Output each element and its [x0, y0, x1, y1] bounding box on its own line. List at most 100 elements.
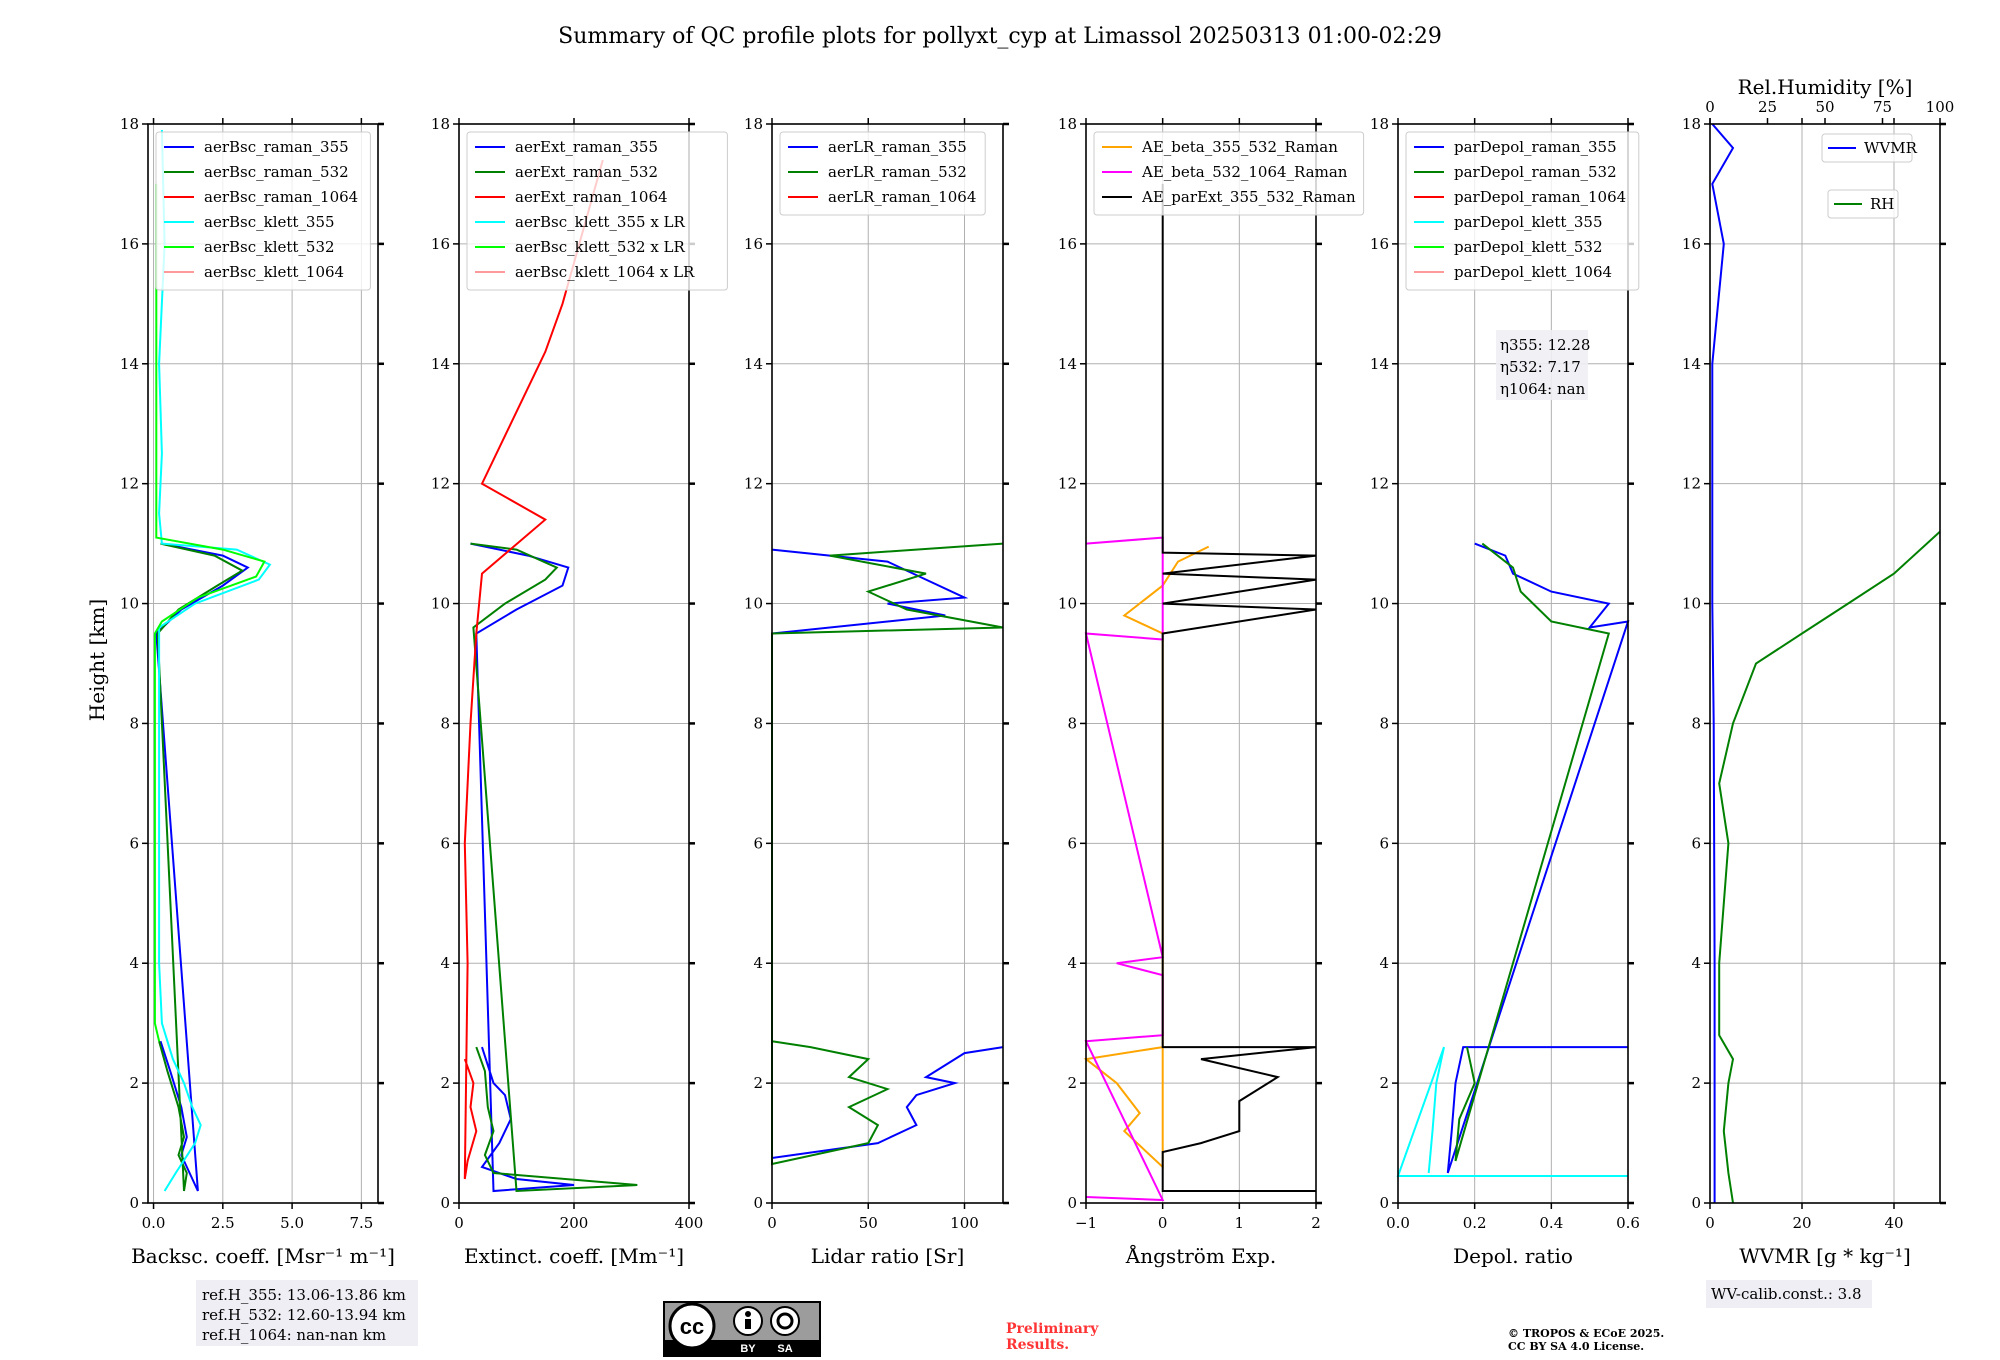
legend-box — [155, 131, 371, 291]
legend-label: aerBsc_klett_1064 x LR — [515, 263, 695, 281]
y-tick-label: 2 — [1067, 1074, 1077, 1092]
legend-label: aerBsc_klett_532 — [204, 238, 335, 256]
legend-label: AE_beta_532_1064_Raman — [1141, 163, 1348, 181]
legend-box — [1405, 131, 1640, 291]
y-tick-label: 4 — [1691, 954, 1701, 972]
legend-entry: WVMR — [1821, 133, 1918, 163]
legend-label: AE_beta_355_532_Raman — [1141, 138, 1338, 156]
plot-area — [1086, 124, 1316, 1203]
series-WVMR — [1711, 123, 1735, 1203]
series-parDepol_klett_355 — [1396, 1046, 1628, 1177]
legend-entry: RH — [1827, 189, 1899, 219]
preliminary-line1: Preliminary — [1006, 1321, 1099, 1337]
y-tick-label: 12 — [1370, 475, 1389, 493]
x-tick-label: 0 — [1158, 1214, 1168, 1232]
y-tick-label: 14 — [1370, 355, 1389, 373]
x-axis-label: WVMR [g * kg⁻¹] — [1739, 1244, 1911, 1268]
eta-value: η1064: nan — [1500, 380, 1586, 398]
y-tick-label: 8 — [753, 714, 763, 732]
y-tick-label: 12 — [744, 475, 763, 493]
y-tick-label: 14 — [120, 355, 139, 373]
series-aerLR_raman_532 — [771, 542, 1004, 1166]
x-axis-label: Ångström Exp. — [1125, 1243, 1276, 1268]
x-tick-label: 7.5 — [349, 1214, 373, 1232]
x-tick-label: 1 — [1235, 1214, 1245, 1232]
legend-label: parDepol_klett_532 — [1454, 238, 1603, 256]
plot-area — [1398, 124, 1628, 1203]
y-tick-label: 6 — [753, 834, 763, 852]
legend: AE_beta_355_532_Raman AE_beta_532_1064_Ra… — [1093, 131, 1365, 216]
y-tick-label: 10 — [1370, 595, 1389, 613]
y-tick-label: 14 — [1058, 355, 1077, 373]
y-tick-label: 14 — [744, 355, 763, 373]
legend-label: parDepol_klett_1064 — [1454, 263, 1612, 281]
x-tick-label: 0.4 — [1539, 1214, 1563, 1232]
eta-value: η532: 7.17 — [1500, 358, 1581, 376]
y-tick-label: 18 — [431, 115, 450, 133]
panel-bsc: 0 2 4 6 8 10 12 14 16 18 0.0 2.5 5.0 7.5 Backsc. coeff… — [120, 115, 395, 1268]
y-tick-label: 2 — [129, 1074, 139, 1092]
eta-value: η355: 12.28 — [1500, 336, 1590, 354]
plot-area — [772, 124, 1003, 1203]
legend-label: parDepol_raman_1064 — [1454, 188, 1626, 206]
y-tick-label: 4 — [440, 954, 450, 972]
x-tick-label: 0 — [1705, 1214, 1715, 1232]
x-tick-label: 0.0 — [1386, 1214, 1410, 1232]
legend-label: aerLR_raman_1064 — [828, 188, 976, 206]
legend: aerBsc_raman_355 aerBsc_raman_532 aerBsc_r… — [155, 131, 371, 291]
x-tick-label: 40 — [1884, 1214, 1903, 1232]
legend-label: AE_parExt_355_532_Raman — [1141, 188, 1356, 206]
axes-frame — [771, 123, 1004, 1204]
copyright-line1: © TROPOS & ECoE 2025. — [1508, 1327, 1664, 1340]
y-tick-label: 18 — [1370, 115, 1389, 133]
legend-label: aerBsc_klett_1064 — [204, 263, 344, 281]
legend-label: aerExt_raman_1064 — [515, 188, 668, 206]
cc-sa-label: SA — [777, 1343, 792, 1355]
series-parDepol_raman_355 — [1446, 542, 1630, 1174]
y-tick-label: 2 — [1379, 1074, 1389, 1092]
legend-box — [1093, 131, 1365, 216]
y-tick-label: 6 — [1691, 834, 1701, 852]
y-tick-label: 4 — [1067, 954, 1077, 972]
y-tick-label: 12 — [1058, 475, 1077, 493]
y-tick-label: 18 — [1058, 115, 1077, 133]
legend: aerExt_raman_355 aerExt_raman_532 aerExt_r… — [466, 131, 728, 291]
y-tick-label: 16 — [431, 235, 450, 253]
series-AE_beta_532_1064_Raman — [1084, 536, 1165, 1202]
y-tick-label: 10 — [120, 595, 139, 613]
y-tick-label: 2 — [440, 1074, 450, 1092]
figure-title: Summary of QC profile plots for pollyxt_… — [558, 24, 1442, 49]
series-aerBsc_raman_532 — [156, 542, 245, 1192]
x-tick-label: −1 — [1075, 1214, 1097, 1232]
legend-box — [466, 131, 728, 291]
y-tick-label: 4 — [1379, 954, 1389, 972]
y-tick-label: 8 — [129, 714, 139, 732]
y-tick-label: 10 — [431, 595, 450, 613]
top-tick-label: 75 — [1873, 98, 1892, 116]
y-tick-label: 10 — [1058, 595, 1077, 613]
series-aerExt_raman_532 — [470, 542, 638, 1193]
series-aerLR_raman_355 — [771, 548, 1004, 1160]
y-tick-label: 14 — [1682, 355, 1701, 373]
y-tick-label: 14 — [431, 355, 450, 373]
x-tick-label: 0.0 — [142, 1214, 166, 1232]
ref-height-532: ref.H_532: 12.60-13.94 km — [202, 1306, 406, 1324]
legend: aerLR_raman_355 aerLR_raman_532 aerLR_rama… — [779, 131, 986, 216]
panel-depol: 0 2 4 6 8 10 12 14 16 18 0.0 0.2 0.4 0.6 Depol. ratio p… — [1370, 115, 1640, 1268]
legend-label: WVMR — [1864, 139, 1918, 157]
legend-label: aerBsc_raman_355 — [204, 138, 349, 156]
x-tick-label: 0.6 — [1616, 1214, 1640, 1232]
x-axis-label: Lidar ratio [Sr] — [811, 1244, 965, 1268]
series-aerExt_raman_355 — [470, 542, 575, 1193]
legend-label: aerBsc_klett_355 x LR — [515, 213, 686, 231]
y-tick-label: 0 — [129, 1194, 139, 1212]
legend-label: parDepol_raman_532 — [1454, 163, 1617, 181]
y-tick-label: 0 — [753, 1194, 763, 1212]
wv-calib-const: WV-calib.const.: 3.8 — [1711, 1285, 1862, 1303]
eta-annotation: η355: 12.28 η532: 7.17 η1064: nan — [1496, 330, 1590, 400]
legend-box — [1821, 133, 1913, 163]
x-tick-label: 400 — [675, 1214, 704, 1232]
y-tick-label: 8 — [1067, 714, 1077, 732]
